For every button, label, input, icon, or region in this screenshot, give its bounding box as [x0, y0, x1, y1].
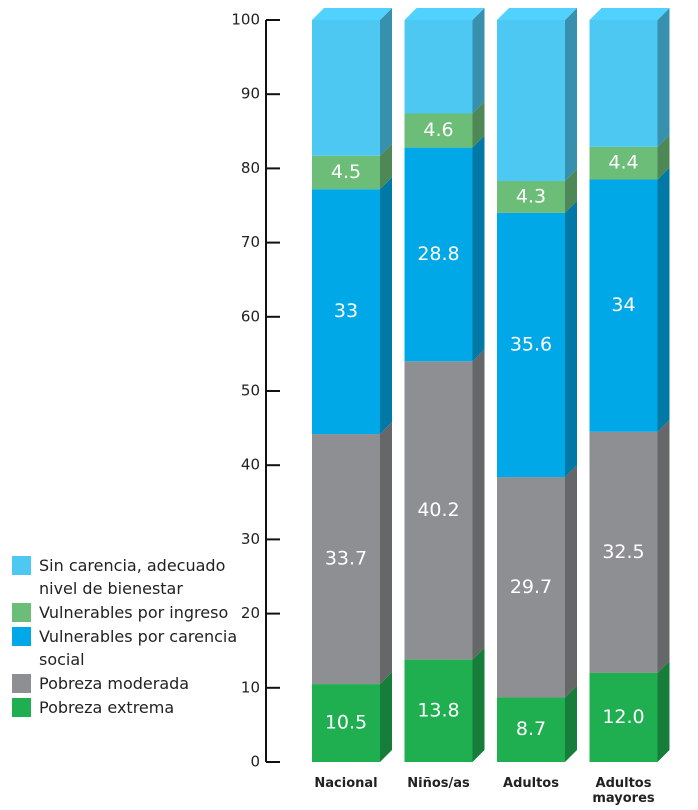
- legend-item: Vulnerables por ingreso: [12, 601, 262, 624]
- bar-segment: [312, 434, 380, 685]
- bar-side: [472, 135, 485, 362]
- bar-segment: [404, 113, 473, 148]
- legend-swatch: [12, 603, 31, 622]
- legend-item: Sin carencia, adecuado nivel de bienesta…: [12, 554, 262, 600]
- bar-segment: [497, 697, 565, 762]
- y-tick-label: 20: [241, 604, 260, 622]
- y-tick-label: 60: [241, 307, 260, 325]
- bar-segment: [589, 431, 658, 673]
- bar-segment: [312, 684, 380, 762]
- y-tick-label: 70: [241, 233, 260, 251]
- value-label: 8.7: [516, 718, 546, 740]
- value-label: 32.5: [602, 541, 644, 563]
- y-tick-label: 90: [241, 85, 260, 103]
- bar-top: [312, 8, 392, 20]
- y-tick-label: 40: [241, 456, 260, 474]
- legend-swatch: [12, 556, 31, 575]
- bar-side: [565, 465, 577, 698]
- bar-top: [497, 8, 577, 20]
- value-label: 13.8: [417, 699, 459, 721]
- bar-side: [565, 685, 577, 762]
- value-label: 40.2: [417, 499, 459, 521]
- legend-label: Vulnerables por ingreso: [39, 603, 229, 622]
- value-label: 12.0: [602, 706, 644, 728]
- legend-label: Pobreza moderada: [39, 674, 190, 693]
- bar-segment: [589, 146, 658, 180]
- bar-segment: [312, 20, 380, 156]
- bar-side: [380, 672, 392, 762]
- bar-side: [472, 8, 485, 114]
- bar-side: [565, 200, 577, 478]
- y-tick-label: 30: [241, 530, 260, 548]
- bar-segment: [589, 179, 658, 432]
- bar-segment: [497, 181, 565, 213]
- legend-item: Pobreza moderada: [12, 672, 262, 695]
- value-label: 29.7: [510, 576, 552, 598]
- y-tick-label: 50: [241, 382, 260, 400]
- legend-label: Sin carencia, adecuado nivel de bienesta…: [39, 556, 226, 598]
- bar-segment: [404, 20, 473, 114]
- bar-side: [657, 660, 670, 762]
- value-label: 10.5: [325, 712, 367, 734]
- legend-item: Vulnerables por carencia social: [12, 625, 262, 671]
- bar-segment: [589, 672, 658, 762]
- x-tick-label: Nacional: [314, 776, 378, 791]
- bar-side: [472, 349, 485, 660]
- bar-side: [565, 169, 577, 213]
- bar-segment: [404, 361, 473, 660]
- bar-side: [472, 647, 485, 762]
- bar-side: [657, 134, 670, 180]
- bar-side: [657, 419, 670, 673]
- legend-swatch: [12, 698, 31, 717]
- value-label: 4.6: [423, 119, 453, 141]
- x-tick-label: Adultos: [503, 776, 559, 791]
- value-label: 35.6: [510, 333, 552, 355]
- value-label: 4.5: [331, 161, 361, 183]
- bar-side: [565, 8, 577, 182]
- bar-segment: [497, 20, 565, 182]
- value-label: 34: [611, 294, 635, 316]
- bar-side: [472, 101, 485, 148]
- y-tick-label: 100: [231, 11, 260, 29]
- legend-item: Pobreza extrema: [12, 696, 262, 719]
- value-label: 28.8: [417, 243, 459, 265]
- bar-segment: [312, 155, 380, 190]
- legend-swatch: [12, 627, 31, 646]
- legend-label: Vulnerables por carencia social: [39, 627, 238, 669]
- value-label: 4.3: [516, 185, 546, 207]
- x-tick-label: Adultos mayores: [592, 776, 655, 806]
- bar-side: [380, 422, 392, 685]
- y-tick-label: 80: [241, 159, 260, 177]
- bar-side: [380, 177, 392, 435]
- x-tick-label: Niños/as: [407, 776, 470, 791]
- value-label: 4.4: [608, 152, 638, 174]
- bar-segment: [589, 20, 658, 147]
- legend-label: Pobreza extrema: [39, 698, 175, 717]
- value-label: 33: [334, 300, 358, 322]
- bar-segment: [312, 189, 380, 435]
- y-tick-label: 10: [241, 678, 260, 696]
- bar-segment: [497, 212, 565, 478]
- bar-segment: [404, 147, 473, 362]
- bar-top: [589, 8, 670, 20]
- legend-swatch: [12, 674, 31, 693]
- bar-side: [380, 8, 392, 156]
- legend: Sin carencia, adecuado nivel de bienesta…: [12, 554, 262, 720]
- y-tick-label: 0: [250, 753, 260, 771]
- value-label: 33.7: [325, 548, 367, 570]
- bar-segment: [404, 659, 473, 762]
- bar-top: [404, 8, 485, 20]
- bar-side: [657, 167, 670, 432]
- bar-side: [380, 143, 392, 190]
- bar-side: [657, 8, 670, 147]
- bar-segment: [497, 477, 565, 698]
